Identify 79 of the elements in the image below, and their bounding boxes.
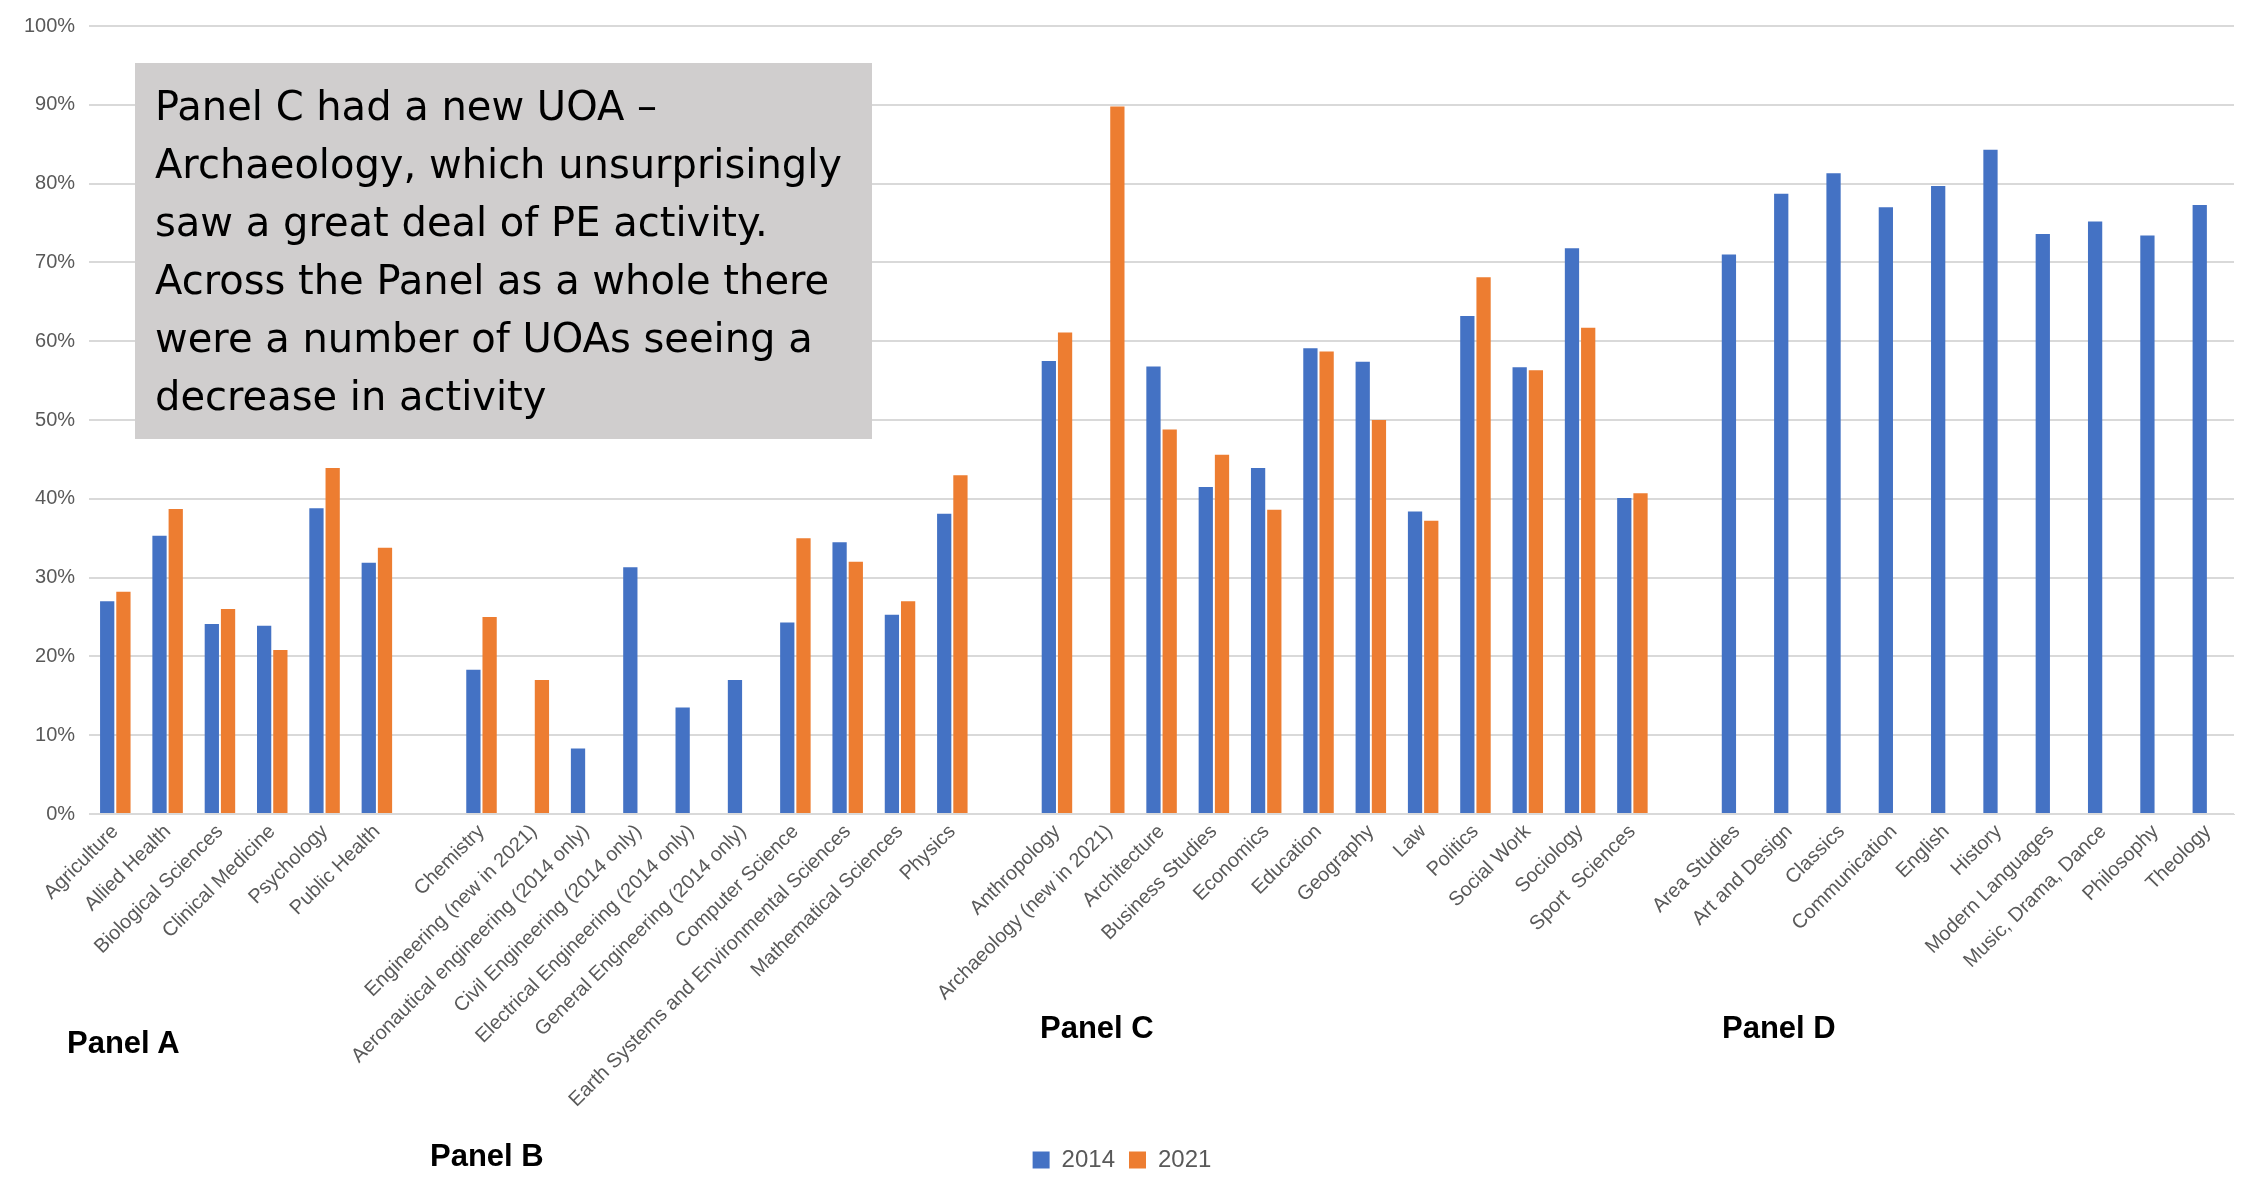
legend-label: 2014 xyxy=(1061,1144,1115,1172)
bar xyxy=(466,669,481,813)
bar xyxy=(1564,248,1580,813)
bar xyxy=(1355,361,1370,813)
bar xyxy=(2192,204,2207,813)
bar xyxy=(1407,511,1423,813)
bar xyxy=(1878,207,1893,813)
bar xyxy=(1250,468,1266,813)
bar xyxy=(900,601,916,813)
bar xyxy=(570,748,586,813)
bar xyxy=(2087,221,2103,813)
y-tick-label: 30% xyxy=(35,565,76,588)
x-tick-label: Law xyxy=(1388,819,1431,862)
bar xyxy=(832,542,847,813)
bar xyxy=(1214,454,1230,813)
y-tick-label: 0% xyxy=(46,801,76,824)
annotation: Panel C had a new UOA – Archaeology, which unsurprisingly saw a great deal of PE activity. Across the Panel as a whole there were a number of UOAs seeing a decrease in activity xyxy=(135,63,872,439)
bar xyxy=(1424,520,1439,813)
bar xyxy=(168,509,183,813)
bar xyxy=(116,591,131,813)
y-tick-label: 60% xyxy=(35,328,76,351)
bar xyxy=(1267,509,1282,813)
y-tick-label: 40% xyxy=(35,486,76,509)
bar xyxy=(325,468,340,813)
bar xyxy=(152,535,167,813)
bar xyxy=(100,601,115,813)
bar xyxy=(1476,277,1491,813)
bar xyxy=(1303,348,1318,813)
y-tick-label: 10% xyxy=(35,722,76,745)
text: Panel A xyxy=(67,1025,180,1061)
bar xyxy=(780,622,795,813)
bar xyxy=(534,680,550,813)
bar xyxy=(377,547,393,813)
bar xyxy=(1460,315,1475,813)
text: Panel B xyxy=(430,1138,544,1174)
bar xyxy=(1198,486,1213,813)
bar xyxy=(361,562,376,813)
bar xyxy=(1319,351,1334,813)
bar xyxy=(623,567,638,813)
text: Panel D xyxy=(1722,1010,1836,1046)
bar xyxy=(953,475,968,813)
bar xyxy=(884,614,900,813)
bar xyxy=(1512,367,1527,813)
bar xyxy=(1826,173,1841,813)
bar xyxy=(257,625,272,813)
bar xyxy=(1983,149,1998,813)
y-tick-label: 50% xyxy=(35,407,76,430)
y-tick-label: 90% xyxy=(35,92,76,115)
bar xyxy=(1633,493,1648,813)
bar xyxy=(220,609,236,813)
bar xyxy=(204,624,219,813)
bar xyxy=(1528,370,1544,813)
text: Panel C xyxy=(1040,1010,1154,1046)
bar xyxy=(675,707,690,813)
bar xyxy=(2140,235,2155,813)
bar xyxy=(1146,366,1161,813)
bar xyxy=(1931,185,1946,813)
bar xyxy=(482,617,497,813)
legend-label: 2021 xyxy=(1158,1144,1212,1172)
bar xyxy=(1110,106,1125,813)
bar xyxy=(1774,193,1789,813)
bar xyxy=(727,680,743,813)
bar xyxy=(1581,327,1596,813)
y-tick-label: 20% xyxy=(35,643,76,666)
bar xyxy=(1162,429,1177,813)
bar xyxy=(796,538,811,813)
bar xyxy=(1371,420,1387,813)
bar xyxy=(309,508,324,813)
bar xyxy=(1617,498,1632,813)
y-tick-label: 80% xyxy=(35,171,76,194)
bar xyxy=(1041,360,1056,813)
bar xyxy=(937,513,952,813)
bar xyxy=(273,650,288,813)
bar xyxy=(1721,254,1737,813)
y-tick-label: 70% xyxy=(35,249,76,272)
y-tick-label: 100% xyxy=(24,13,76,36)
bar xyxy=(848,561,863,813)
bar xyxy=(1057,332,1073,813)
bar xyxy=(2035,234,2050,813)
